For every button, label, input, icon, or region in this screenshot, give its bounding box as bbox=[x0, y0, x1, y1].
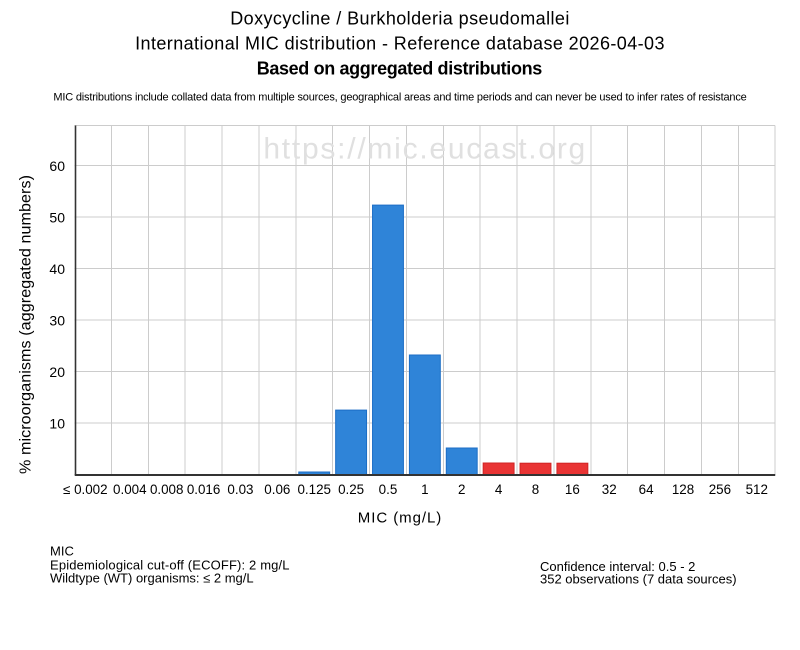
svg-text:0.5: 0.5 bbox=[379, 482, 398, 497]
svg-text:60: 60 bbox=[49, 158, 65, 174]
svg-text:MIC: MIC bbox=[50, 544, 74, 559]
svg-text:0.06: 0.06 bbox=[264, 482, 290, 497]
svg-text:4: 4 bbox=[495, 482, 503, 497]
svg-text:2: 2 bbox=[458, 482, 465, 497]
svg-text:Doxycycline / Burkholderia pse: Doxycycline / Burkholderia pseudomallei bbox=[230, 9, 570, 29]
svg-text:Confidence interval: 0.5 - 2: Confidence interval: 0.5 - 2 bbox=[540, 559, 695, 574]
svg-text:32: 32 bbox=[602, 482, 617, 497]
svg-text:0.25: 0.25 bbox=[338, 482, 364, 497]
svg-text:64: 64 bbox=[639, 482, 654, 497]
svg-text:256: 256 bbox=[709, 482, 731, 497]
svg-text:512: 512 bbox=[746, 482, 768, 497]
svg-text:20: 20 bbox=[49, 364, 65, 380]
svg-text:MIC distributions include coll: MIC distributions include collated data … bbox=[53, 92, 746, 104]
svg-text:16: 16 bbox=[565, 482, 580, 497]
svg-text:30: 30 bbox=[49, 313, 65, 329]
svg-text:International MIC distribution: International MIC distribution - Referen… bbox=[135, 34, 665, 54]
svg-text:https://mic.eucast.org: https://mic.eucast.org bbox=[263, 133, 587, 166]
svg-text:Based on aggregated distributi: Based on aggregated distributions bbox=[257, 58, 543, 78]
svg-text:Wildtype (WT) organisms: ≤ 2 m: Wildtype (WT) organisms: ≤ 2 mg/L bbox=[50, 571, 254, 586]
svg-text:0.016: 0.016 bbox=[187, 482, 221, 497]
svg-text:0.004: 0.004 bbox=[113, 482, 147, 497]
svg-text:50: 50 bbox=[49, 210, 65, 226]
svg-text:≤ 0.002: ≤ 0.002 bbox=[63, 482, 108, 497]
svg-text:Epidemiological cut-off (ECOFF: Epidemiological cut-off (ECOFF): 2 mg/L bbox=[50, 557, 290, 572]
svg-text:0.008: 0.008 bbox=[150, 482, 184, 497]
svg-text:128: 128 bbox=[672, 482, 694, 497]
svg-text:8: 8 bbox=[532, 482, 539, 497]
svg-text:10: 10 bbox=[49, 416, 65, 432]
svg-text:352 observations (7 data sourc: 352 observations (7 data sources) bbox=[540, 571, 737, 586]
svg-text:0.03: 0.03 bbox=[227, 482, 253, 497]
svg-text:MIC (mg/L): MIC (mg/L) bbox=[358, 510, 443, 527]
svg-text:0.125: 0.125 bbox=[297, 482, 331, 497]
svg-text:% microorganisms (aggregated n: % microorganisms (aggregated numbers) bbox=[17, 175, 35, 474]
svg-text:40: 40 bbox=[49, 261, 65, 277]
svg-text:1: 1 bbox=[421, 482, 428, 497]
